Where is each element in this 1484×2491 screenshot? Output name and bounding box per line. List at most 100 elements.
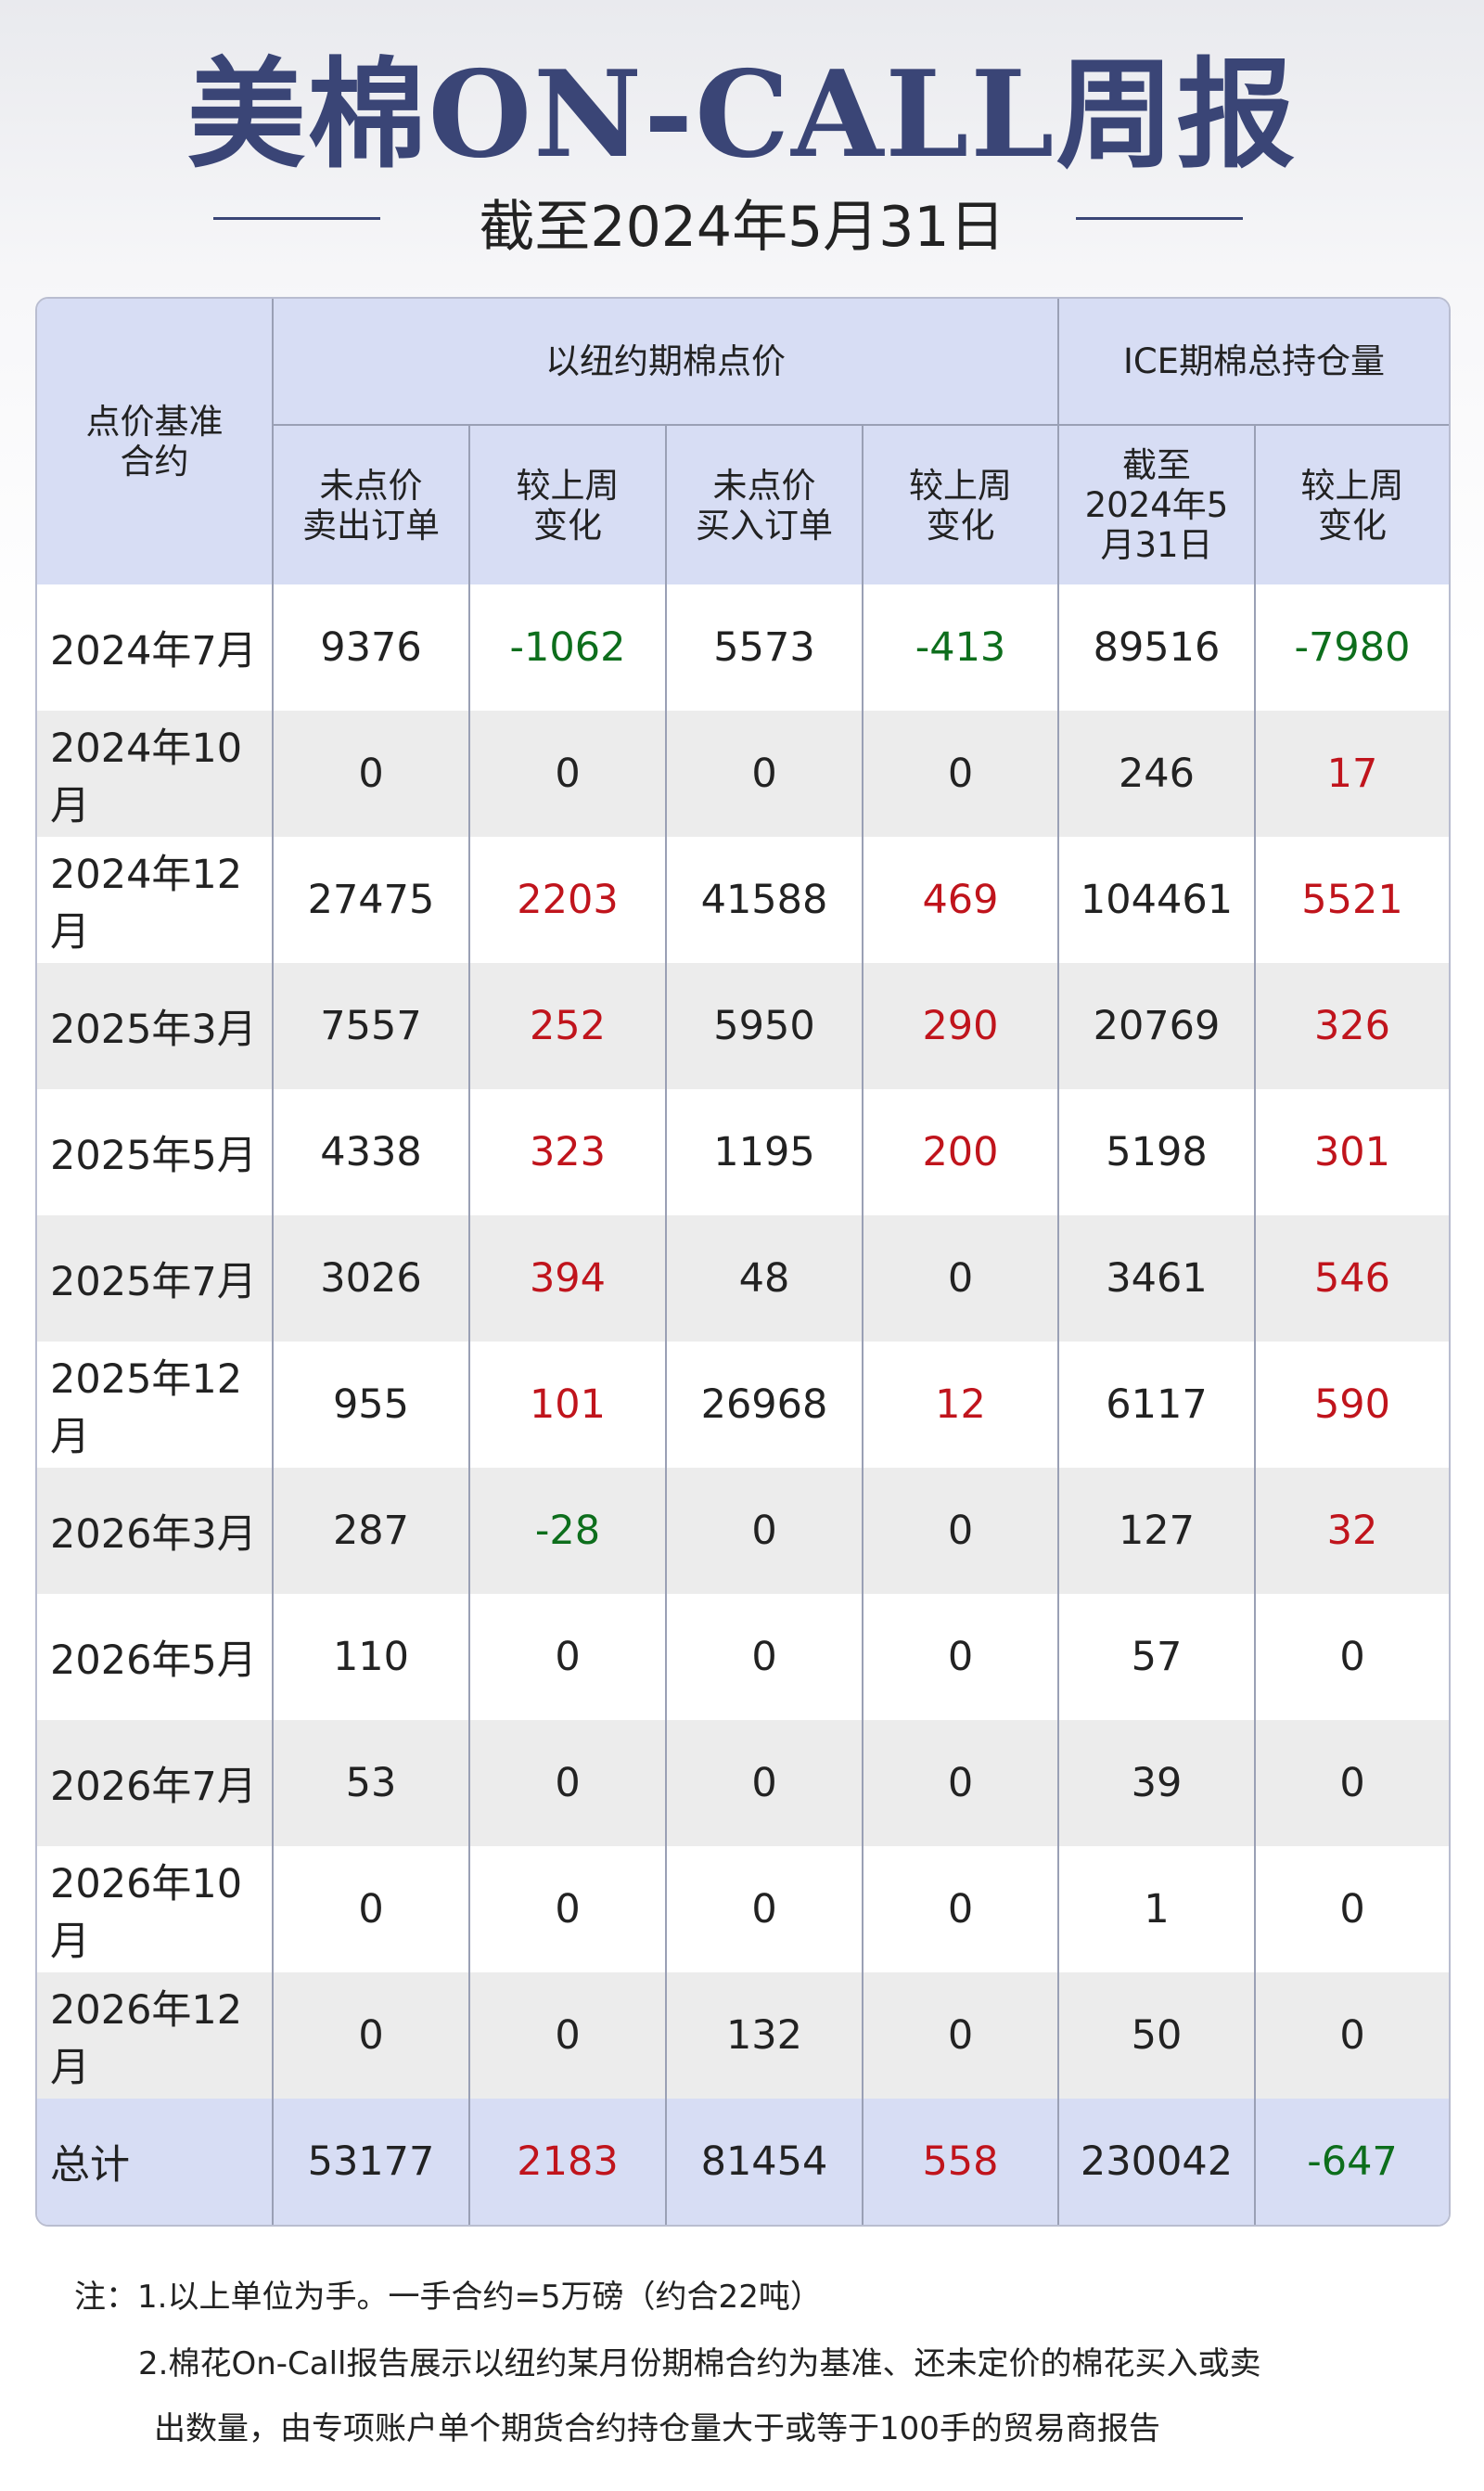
cell: 0 [1256,1846,1449,1972]
cell: 4338 [274,1089,470,1215]
note: 2.棉花On-Call报告展示以纽约某月份期棉合约为基准、还未定价的棉花买入或卖 [138,2345,1261,2382]
cell: 287 [274,1468,470,1594]
cell: -413 [864,584,1059,711]
row-label: 2026年10月 [37,1846,274,1972]
cell: 53 [274,1720,470,1846]
cell: 2183 [470,2099,667,2225]
table-row: 2026年10月 0 0 0 0 1 0 [37,1846,1449,1972]
cell: 3026 [274,1215,470,1342]
cell: 2203 [470,837,667,963]
cell: 50 [1059,1972,1256,2099]
cell: 301 [1256,1089,1449,1215]
subtitle: 截至2024年5月31日 [479,195,1005,260]
row-label: 2026年7月 [37,1720,274,1846]
cell: 7557 [274,963,470,1089]
cell: 323 [470,1089,667,1215]
cell: 48 [667,1215,864,1342]
cell: 230042 [1059,2099,1256,2225]
header-cell: 较上周 变化 [864,424,1059,584]
cell: 0 [864,1468,1059,1594]
cell: 110 [274,1594,470,1720]
cell: 12 [864,1342,1059,1468]
cell: 0 [470,711,667,837]
table-row: 2025年7月 3026 394 48 0 3461 546 [37,1215,1449,1342]
cell: 0 [274,1846,470,1972]
cell: 558 [864,2099,1059,2225]
row-label: 2026年12月 [37,1972,274,2099]
table-row: 2025年3月 7557 252 5950 290 20769 326 [37,963,1449,1089]
cell: 5950 [667,963,864,1089]
cell: 132 [667,1972,864,2099]
cell: 1 [1059,1846,1256,1972]
cell: 89516 [1059,584,1256,711]
table-row: 2025年12月 955 101 26968 12 6117 590 [37,1342,1449,1468]
header-cell: 截至 2024年5 月31日 [1059,424,1256,584]
cell: 57 [1059,1594,1256,1720]
row-label: 2025年7月 [37,1215,274,1342]
row-label: 2026年3月 [37,1468,274,1594]
cell: -28 [470,1468,667,1594]
total-row: 总计 53177 2183 81454 558 230042 -647 [37,2099,1449,2225]
cell: 0 [1256,1594,1449,1720]
cell: 32 [1256,1468,1449,1594]
cell: 469 [864,837,1059,963]
cell: 546 [1256,1215,1449,1342]
cell: 41588 [667,837,864,963]
table-row: 2026年5月 110 0 0 0 57 0 [37,1594,1449,1720]
cell: 0 [864,711,1059,837]
table-row: 2024年10月 0 0 0 0 246 17 [37,711,1449,837]
cell: 0 [470,1720,667,1846]
header-cell: 点价基准 合约 [37,299,274,584]
cell: 101 [470,1342,667,1468]
cell: 0 [864,1846,1059,1972]
row-label: 2025年3月 [37,963,274,1089]
decor-line [1076,217,1243,220]
cell: 0 [667,1594,864,1720]
cell: 0 [864,1215,1059,1342]
cell: -7980 [1256,584,1449,711]
row-label: 2026年5月 [37,1594,274,1720]
cell: 955 [274,1342,470,1468]
cell: 0 [864,1594,1059,1720]
cell: 104461 [1059,837,1256,963]
cell: 0 [667,1720,864,1846]
cell: 0 [470,1846,667,1972]
cell: 0 [667,711,864,837]
header-cell: ICE期棉总持仓量 [1059,299,1449,424]
cell: 200 [864,1089,1059,1215]
cell: 6117 [1059,1342,1256,1468]
cell: 0 [470,1972,667,2099]
cell: 0 [274,711,470,837]
header-cell: 未点价 卖出订单 [274,424,470,584]
cell: 290 [864,963,1059,1089]
header-cell: 未点价 买入订单 [667,424,864,584]
cell: -1062 [470,584,667,711]
cell: 0 [864,1972,1059,2099]
note: 注：1.以上单位为手。一手合约=5万磅（约合22吨） [74,2279,822,2316]
header-cell: 以纽约期棉点价 [274,299,1059,424]
cell: 0 [470,1594,667,1720]
row-label: 2025年12月 [37,1342,274,1468]
cell: 5521 [1256,837,1449,963]
table-row: 2024年12月 27475 2203 41588 469 104461 5521 [37,837,1449,963]
cell: 394 [470,1215,667,1342]
cell: 9376 [274,584,470,711]
decor-line [213,217,380,220]
cell: 590 [1256,1342,1449,1468]
cell: 252 [470,963,667,1089]
table-row: 2025年5月 4338 323 1195 200 5198 301 [37,1089,1449,1215]
cell: 5198 [1059,1089,1256,1215]
table-row: 2026年3月 287 -28 0 0 127 32 [37,1468,1449,1594]
cell: 81454 [667,2099,864,2225]
cell: 0 [667,1468,864,1594]
cell: 39 [1059,1720,1256,1846]
cell: 26968 [667,1342,864,1468]
cell: 3461 [1059,1215,1256,1342]
cell: 17 [1256,711,1449,837]
cell: 0 [274,1972,470,2099]
row-label: 2025年5月 [37,1089,274,1215]
cell: 53177 [274,2099,470,2225]
cell: 0 [667,1846,864,1972]
table-row: 2026年12月 0 0 132 0 50 0 [37,1972,1449,2099]
